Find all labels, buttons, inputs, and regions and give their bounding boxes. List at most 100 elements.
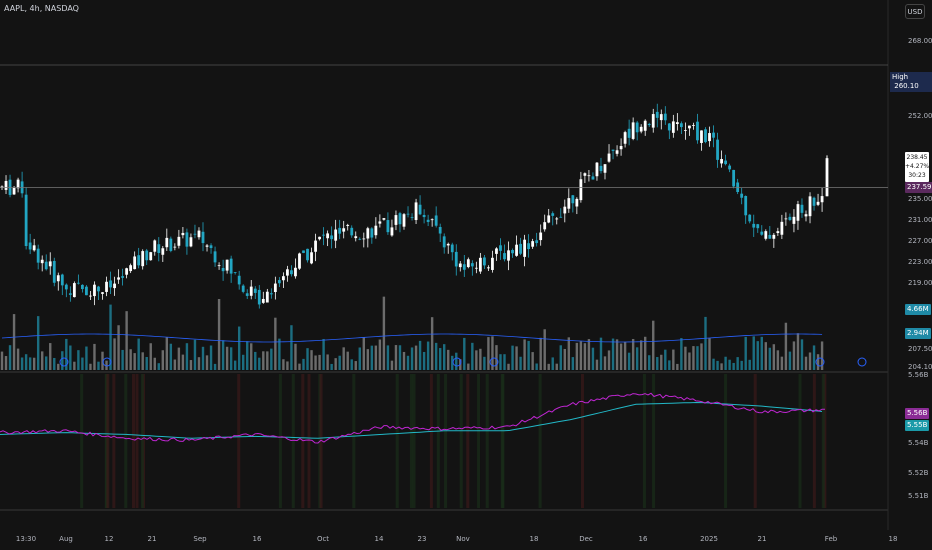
- volume-bar: [684, 346, 687, 370]
- candle-body: [342, 228, 346, 232]
- volume-bar: [370, 345, 374, 370]
- candle-body: [736, 182, 740, 193]
- indicator-band: [444, 374, 448, 508]
- candle-body: [611, 149, 615, 151]
- currency-button[interactable]: USD: [905, 4, 925, 19]
- candle-body: [804, 214, 808, 217]
- volume-bar: [129, 349, 132, 370]
- candle-body: [153, 240, 157, 252]
- candle-body: [587, 175, 591, 177]
- candle-body: [426, 219, 430, 222]
- candle-body: [28, 242, 32, 250]
- volume-bar: [274, 317, 277, 370]
- volume-bar: [627, 352, 631, 370]
- volume-bar: [788, 351, 792, 370]
- volume-bar: [77, 350, 80, 370]
- candle-body: [434, 215, 438, 226]
- candle-body: [700, 130, 703, 143]
- indicator-band: [436, 374, 440, 508]
- candle-body: [374, 225, 378, 236]
- symbol-header[interactable]: AAPL, 4h, NASDAQ: [4, 4, 79, 13]
- volume-bar: [366, 349, 370, 370]
- volume-bar: [258, 357, 261, 370]
- indicator-band: [104, 374, 108, 508]
- indicator-band: [538, 374, 542, 508]
- candle-body: [306, 248, 309, 261]
- volume-bar: [680, 338, 683, 370]
- volume-bar: [57, 363, 60, 370]
- indicator-band: [278, 374, 282, 508]
- candle-body: [410, 217, 414, 218]
- candle-body: [362, 238, 366, 240]
- volume-bar: [161, 350, 164, 370]
- candle-body: [812, 197, 816, 206]
- volume-bar: [145, 356, 148, 370]
- indicator-tag-2: 5.55B: [905, 420, 930, 431]
- volume-bar: [286, 361, 289, 370]
- volume-bar: [330, 363, 333, 370]
- candle-body: [788, 216, 792, 221]
- indicator-band: [352, 374, 356, 508]
- candle-body: [643, 120, 647, 131]
- candle-body: [478, 257, 482, 272]
- candle-body: [354, 236, 358, 239]
- volume-bar: [471, 342, 474, 370]
- volume-bar: [266, 351, 269, 370]
- volume-bar: [563, 348, 566, 370]
- candle-body: [398, 213, 402, 225]
- price-tick-label: 252.00: [908, 112, 932, 120]
- volume-bar: [28, 357, 32, 370]
- candles: [0, 103, 829, 309]
- volume-bar: [591, 347, 595, 370]
- volume-bar: [491, 336, 494, 370]
- indicator-band: [466, 374, 470, 508]
- indicator-band: [112, 374, 116, 508]
- volume-bar: [306, 348, 309, 370]
- candle-body: [647, 123, 651, 126]
- candle-body: [125, 268, 129, 275]
- event-marker-icon: [452, 357, 462, 367]
- volume-bar: [169, 343, 173, 370]
- volume-bar: [85, 346, 88, 370]
- volume-bar: [796, 333, 800, 370]
- candle-body: [595, 162, 599, 177]
- price-tick-label: 231.00: [908, 216, 932, 224]
- candle-body: [458, 263, 462, 268]
- candle-body: [48, 261, 52, 267]
- candle-body: [233, 272, 237, 273]
- candle-body: [655, 111, 659, 118]
- candle-body: [245, 293, 249, 296]
- candle-body: [133, 256, 137, 270]
- volume-bar: [756, 341, 759, 370]
- candle-body: [474, 267, 478, 269]
- candle-body: [93, 284, 96, 297]
- volume-bars: [0, 296, 824, 370]
- candle-body: [97, 286, 100, 292]
- candle-body: [406, 213, 410, 215]
- candle-body: [567, 198, 571, 209]
- price-tick-label: 223.00: [908, 258, 932, 266]
- volume-bar: [700, 343, 703, 370]
- change-pct: +4.27%: [905, 163, 930, 170]
- candle-body: [563, 206, 567, 214]
- candle-body: [0, 186, 4, 188]
- indicator-tick-label: 5.56B: [908, 371, 929, 379]
- candle-body: [671, 121, 675, 133]
- volume-bar: [193, 339, 197, 370]
- volume-bar: [499, 354, 502, 370]
- candle-body: [330, 235, 334, 240]
- candle-body: [772, 234, 776, 239]
- indicator-band: [501, 374, 505, 508]
- candle-body: [523, 239, 526, 257]
- volume-bar: [282, 359, 285, 370]
- candle-body: [277, 280, 281, 284]
- candle-body: [688, 125, 691, 129]
- volume-bar: [631, 338, 635, 370]
- candle-body: [422, 214, 426, 218]
- volume-bar: [507, 363, 510, 370]
- volume-bar: [406, 355, 410, 370]
- candle-body: [462, 264, 466, 270]
- volume-bar: [24, 354, 28, 370]
- candle-body: [386, 220, 390, 233]
